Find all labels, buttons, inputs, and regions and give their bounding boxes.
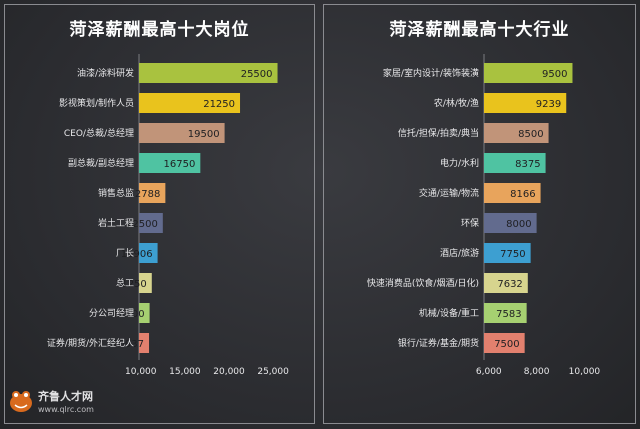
bar-value-label: 11000: [113, 309, 145, 320]
logo-name: 齐鲁人才网: [38, 390, 93, 403]
bar: [139, 273, 152, 293]
bar-value-label: 8375: [515, 159, 540, 170]
bar: [139, 213, 163, 233]
bar-value-label: 12500: [126, 219, 158, 230]
bar: [484, 183, 541, 203]
bar: [484, 243, 531, 263]
category-label: 环保: [461, 217, 479, 229]
category-label: 油漆/涂料研发: [77, 67, 134, 79]
top-jobs-bar-chart: 25500 油漆/涂料研发 21250 影视策划/制作人员 19500 CEO/总裁/总经…: [47, 54, 289, 377]
category-label: 岩土工程: [98, 217, 134, 229]
bar: [484, 273, 528, 293]
category-label: 快速消费品(饮食/烟酒/日化): [367, 277, 479, 289]
category-label: 分公司经理: [89, 307, 134, 319]
bar-value-label: 25500: [241, 69, 273, 80]
category-label: 总工: [116, 277, 134, 289]
bar-value-label: 8500: [518, 129, 543, 140]
x-tick-label: 20,000: [213, 367, 245, 377]
top-industries-panel: 菏泽薪酬最高十大行业 9500 家居/室内设计/装饰装潢 9239 农/林/牧/渔 85…: [323, 4, 636, 424]
bar: [139, 303, 150, 323]
bar-value-label: 8000: [506, 219, 531, 230]
bar: [484, 123, 549, 143]
bar-value-label: 11906: [121, 249, 153, 260]
category-label: 影视策划/制作人员: [59, 97, 134, 109]
category-label: 副总裁/副总经理: [68, 157, 134, 169]
category-label: CEO/总裁/总经理: [64, 127, 134, 139]
bar: [139, 63, 278, 83]
bar-value-label: 11250: [115, 279, 147, 290]
category-label: 银行/证券/基金/期货: [398, 337, 479, 349]
x-tick-label: 10,000: [569, 367, 601, 377]
bar: [139, 333, 150, 353]
bar: [484, 63, 573, 83]
bar: [139, 183, 166, 203]
bar: [139, 153, 201, 173]
top-industries-chart-title: 菏泽薪酬最高十大行业: [389, 20, 570, 40]
bar: [484, 213, 537, 233]
category-label: 信托/担保/拍卖/典当: [398, 127, 479, 139]
top-industries-bar-chart: 9500 家居/室内设计/装饰装潢 9239 农/林/牧/渔 8500 信托/担保/拍卖/…: [367, 54, 601, 377]
bar-value-label: 7500: [494, 339, 519, 350]
bar: [139, 243, 158, 263]
category-label: 农/林/牧/渔: [434, 97, 479, 109]
logo-url: www.qlrc.com: [38, 405, 94, 414]
bar-value-label: 19500: [188, 129, 220, 140]
bar-value-label: 7583: [496, 309, 521, 320]
bar-value-label: 12788: [129, 189, 161, 200]
top-jobs-panel: 菏泽薪酬最高十大岗位 25500 油漆/涂料研发 21250 影视策划/制作人员 195…: [4, 4, 315, 424]
category-label: 酒店/旅游: [440, 247, 479, 259]
bar: [139, 123, 225, 143]
category-label: 家居/室内设计/装饰装潢: [383, 67, 479, 79]
bar-value-label: 7632: [497, 279, 522, 290]
category-label: 销售总监: [98, 187, 134, 199]
x-tick-label: 10,000: [125, 367, 157, 377]
x-tick-label: 8,000: [524, 367, 550, 377]
logo-mascot-icon: [10, 391, 32, 412]
bar: [484, 333, 525, 353]
bar-value-label: 16750: [164, 159, 196, 170]
category-label: 电力/水利: [440, 157, 479, 169]
top-jobs-chart-title: 菏泽薪酬最高十大岗位: [69, 20, 250, 40]
bar-value-label: 7750: [500, 249, 525, 260]
x-tick-label: 25,000: [257, 367, 289, 377]
bar-value-label: 9239: [536, 99, 561, 110]
bar-value-label: 10937: [112, 339, 144, 350]
category-label: 证券/期货/外汇经纪人: [47, 337, 134, 349]
category-label: 厂长: [116, 247, 134, 259]
bar: [139, 93, 241, 113]
bar: [484, 303, 527, 323]
bar-value-label: 21250: [203, 99, 235, 110]
site-logo: 齐鲁人才网 www.qlrc.com: [8, 386, 128, 422]
x-tick-label: 6,000: [476, 367, 502, 377]
x-tick-label: 15,000: [169, 367, 201, 377]
bar: [484, 93, 567, 113]
bar-value-label: 8166: [510, 189, 535, 200]
bar-value-label: 9500: [542, 69, 567, 80]
category-label: 交通/运输/物流: [419, 187, 479, 199]
category-label: 机械/设备/重工: [419, 307, 479, 319]
bar: [484, 153, 546, 173]
